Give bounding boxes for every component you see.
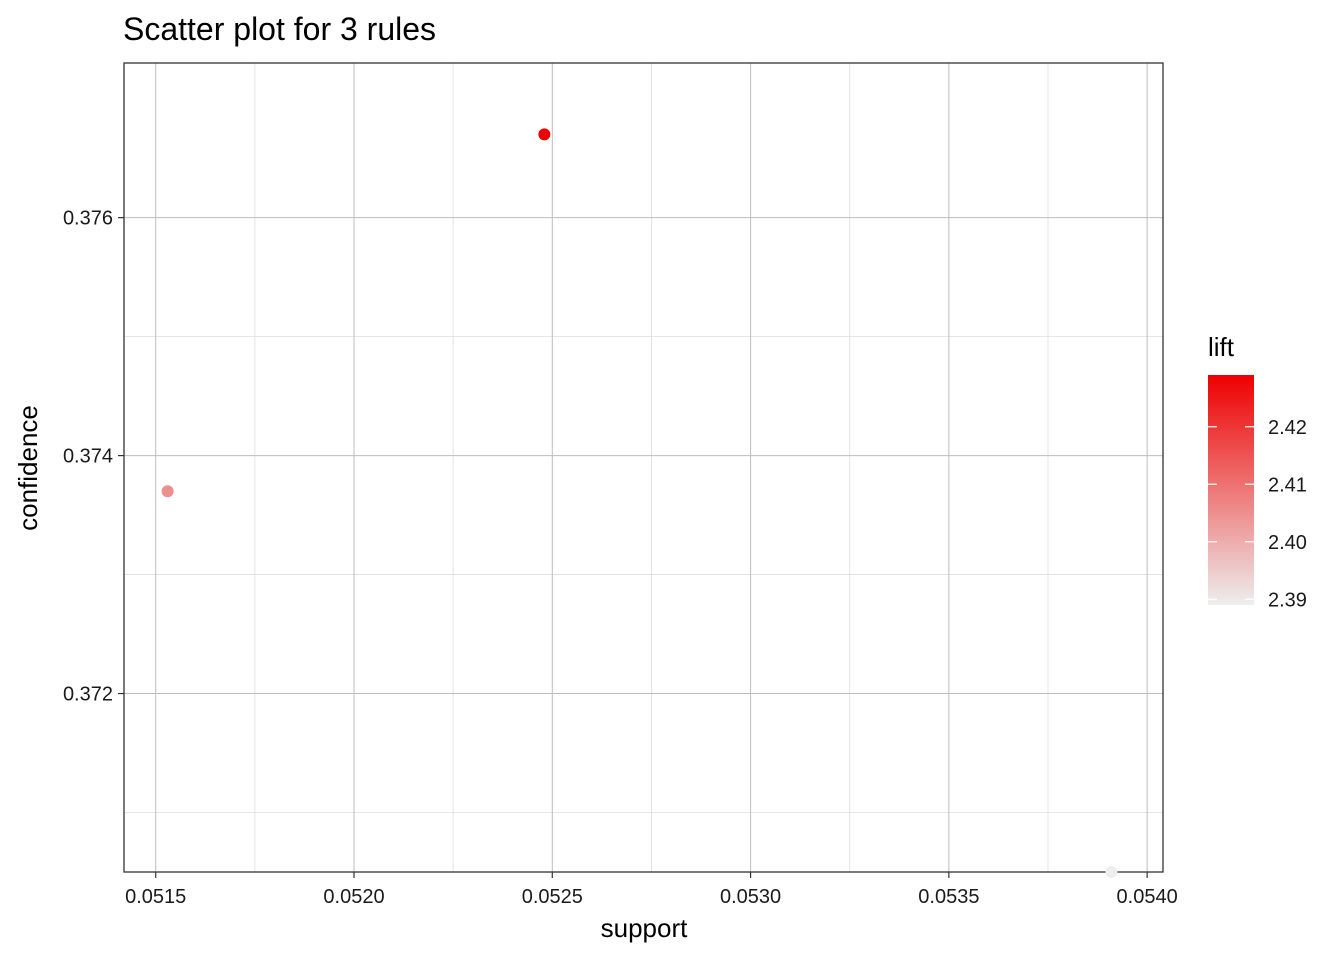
x-axis-title: support bbox=[601, 913, 688, 943]
x-tick-label: 0.0525 bbox=[522, 886, 583, 908]
scatter-point bbox=[538, 128, 551, 141]
x-tick-label: 0.0515 bbox=[125, 886, 186, 908]
legend-tick-label: 2.39 bbox=[1268, 589, 1307, 611]
y-tick-label: 0.374 bbox=[63, 446, 113, 468]
scatter-point bbox=[161, 485, 174, 498]
y-axis: 0.372 0.374 0.376 bbox=[63, 208, 124, 706]
minor-grid bbox=[124, 63, 1163, 872]
chart-title: Scatter plot for 3 rules bbox=[123, 11, 436, 47]
legend-tick-label: 2.42 bbox=[1268, 417, 1307, 439]
data-points bbox=[161, 128, 1118, 878]
x-tick-label: 0.0530 bbox=[720, 886, 781, 908]
major-grid bbox=[124, 63, 1163, 872]
x-tick-label: 0.0535 bbox=[918, 886, 979, 908]
color-legend: lift 2.39 2.40 2.41 2.42 bbox=[1208, 332, 1307, 611]
plot-panel bbox=[123, 62, 1164, 873]
legend-tick-label: 2.40 bbox=[1268, 532, 1307, 554]
x-tick-label: 0.0520 bbox=[323, 886, 384, 908]
x-axis: 0.0515 0.0520 0.0525 0.0530 0.0535 0.0540 bbox=[125, 872, 1178, 908]
scatter-point bbox=[1105, 866, 1118, 878]
y-tick-label: 0.376 bbox=[63, 208, 113, 230]
colorbar bbox=[1208, 375, 1254, 605]
x-tick-label: 0.0540 bbox=[1117, 886, 1178, 908]
y-axis-title: confidence bbox=[13, 405, 43, 531]
legend-title: lift bbox=[1208, 332, 1235, 362]
y-tick-label: 0.372 bbox=[63, 684, 113, 706]
legend-tick-label: 2.41 bbox=[1268, 474, 1307, 496]
